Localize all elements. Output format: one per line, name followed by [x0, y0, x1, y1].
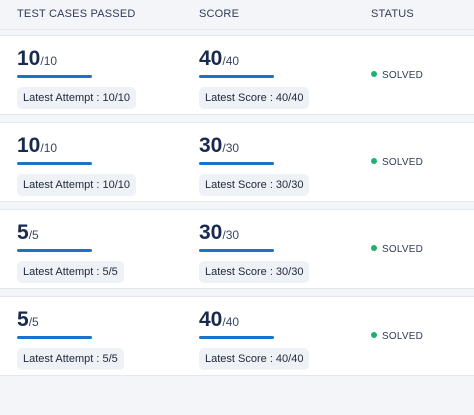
tests-progress-bar	[17, 75, 92, 78]
tests-passed-cell: 10/10 Latest Attempt : 10/10	[17, 48, 137, 109]
tests-passed-value: 10/10	[17, 48, 136, 72]
status-badge: SOLVED	[371, 244, 423, 255]
table-row: 5/5 Latest Attempt : 5/5 30/30 Latest Sc…	[0, 209, 474, 289]
tests-total: /10	[40, 54, 58, 68]
score-total: /40	[222, 54, 240, 68]
tests-total: /5	[28, 228, 39, 242]
score-count: 30	[199, 221, 223, 244]
score-cell: 40/40 Latest Score : 40/40	[199, 309, 310, 370]
latest-score-badge: Latest Score : 30/30	[199, 174, 310, 196]
score-value: 30/30	[199, 222, 309, 246]
header-status: STATUS	[371, 8, 414, 20]
latest-attempt-badge: Latest Attempt : 10/10	[17, 87, 137, 109]
table-header: TEST CASES PASSED SCORE STATUS	[0, 0, 474, 30]
tests-progress-bar	[17, 162, 92, 165]
score-value: 30/30	[199, 135, 309, 159]
score-total: /40	[222, 315, 240, 329]
score-count: 40	[199, 308, 223, 331]
status-badge: SOLVED	[371, 157, 423, 168]
score-progress-bar	[199, 75, 274, 78]
score-total: /30	[222, 228, 240, 242]
score-cell: 30/30 Latest Score : 30/30	[199, 135, 310, 196]
status-label: SOLVED	[382, 331, 424, 342]
header-test-cases-passed: TEST CASES PASSED	[17, 8, 136, 20]
score-count: 30	[199, 134, 223, 157]
solved-dot-icon	[371, 332, 377, 338]
table-row: 5/5 Latest Attempt : 5/5 40/40 Latest Sc…	[0, 296, 474, 376]
latest-score-badge: Latest Score : 40/40	[199, 348, 310, 370]
score-progress-bar	[199, 249, 274, 252]
tests-passed-count: 10	[17, 134, 41, 157]
latest-attempt-badge: Latest Attempt : 5/5	[17, 348, 124, 370]
tests-passed-value: 10/10	[17, 135, 136, 159]
tests-passed-cell: 5/5 Latest Attempt : 5/5	[17, 309, 124, 370]
tests-progress-bar	[17, 249, 92, 252]
score-progress-bar	[199, 162, 274, 165]
latest-attempt-badge: Latest Attempt : 5/5	[17, 261, 124, 283]
score-count: 40	[199, 47, 223, 70]
score-progress-bar	[199, 336, 274, 339]
table-row: 10/10 Latest Attempt : 10/10 30/30 Lates…	[0, 122, 474, 202]
latest-score-badge: Latest Score : 30/30	[199, 261, 310, 283]
solved-dot-icon	[371, 71, 377, 77]
tests-total: /5	[28, 315, 39, 329]
status-badge: SOLVED	[371, 331, 423, 342]
tests-passed-count: 5	[17, 221, 29, 244]
tests-passed-cell: 5/5 Latest Attempt : 5/5	[17, 222, 124, 283]
table-row: 10/10 Latest Attempt : 10/10 40/40 Lates…	[0, 35, 474, 115]
tests-progress-bar	[17, 336, 92, 339]
score-cell: 40/40 Latest Score : 40/40	[199, 48, 310, 109]
latest-attempt-badge: Latest Attempt : 10/10	[17, 174, 137, 196]
solved-dot-icon	[371, 245, 377, 251]
tests-passed-count: 10	[17, 47, 41, 70]
status-label: SOLVED	[382, 244, 424, 255]
status-label: SOLVED	[382, 157, 424, 168]
tests-passed-count: 5	[17, 308, 29, 331]
header-score: SCORE	[199, 8, 240, 20]
latest-score-badge: Latest Score : 40/40	[199, 87, 310, 109]
empty-row-area	[0, 376, 474, 415]
score-value: 40/40	[199, 48, 309, 72]
tests-passed-value: 5/5	[17, 309, 124, 333]
status-label: SOLVED	[382, 70, 424, 81]
score-total: /30	[222, 141, 240, 155]
status-badge: SOLVED	[371, 70, 423, 81]
score-value: 40/40	[199, 309, 309, 333]
tests-passed-value: 5/5	[17, 222, 124, 246]
solved-dot-icon	[371, 158, 377, 164]
tests-passed-cell: 10/10 Latest Attempt : 10/10	[17, 135, 137, 196]
score-cell: 30/30 Latest Score : 30/30	[199, 222, 310, 283]
tests-total: /10	[40, 141, 58, 155]
